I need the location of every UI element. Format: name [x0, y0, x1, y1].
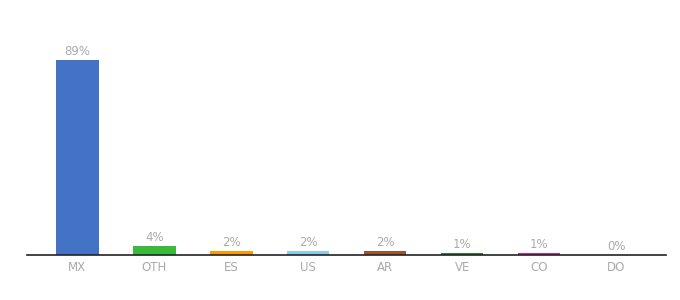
- Text: 1%: 1%: [530, 238, 549, 251]
- Text: 1%: 1%: [453, 238, 471, 251]
- Bar: [287, 250, 330, 255]
- Bar: [518, 253, 560, 255]
- Text: 2%: 2%: [299, 236, 318, 249]
- Bar: [364, 250, 407, 255]
- Text: 4%: 4%: [145, 232, 164, 244]
- Bar: [56, 60, 99, 255]
- Text: 89%: 89%: [65, 45, 90, 58]
- Bar: [441, 253, 483, 255]
- Bar: [210, 250, 252, 255]
- Bar: [133, 246, 175, 255]
- Text: 0%: 0%: [607, 240, 626, 253]
- Text: 2%: 2%: [222, 236, 241, 249]
- Text: 2%: 2%: [376, 236, 394, 249]
